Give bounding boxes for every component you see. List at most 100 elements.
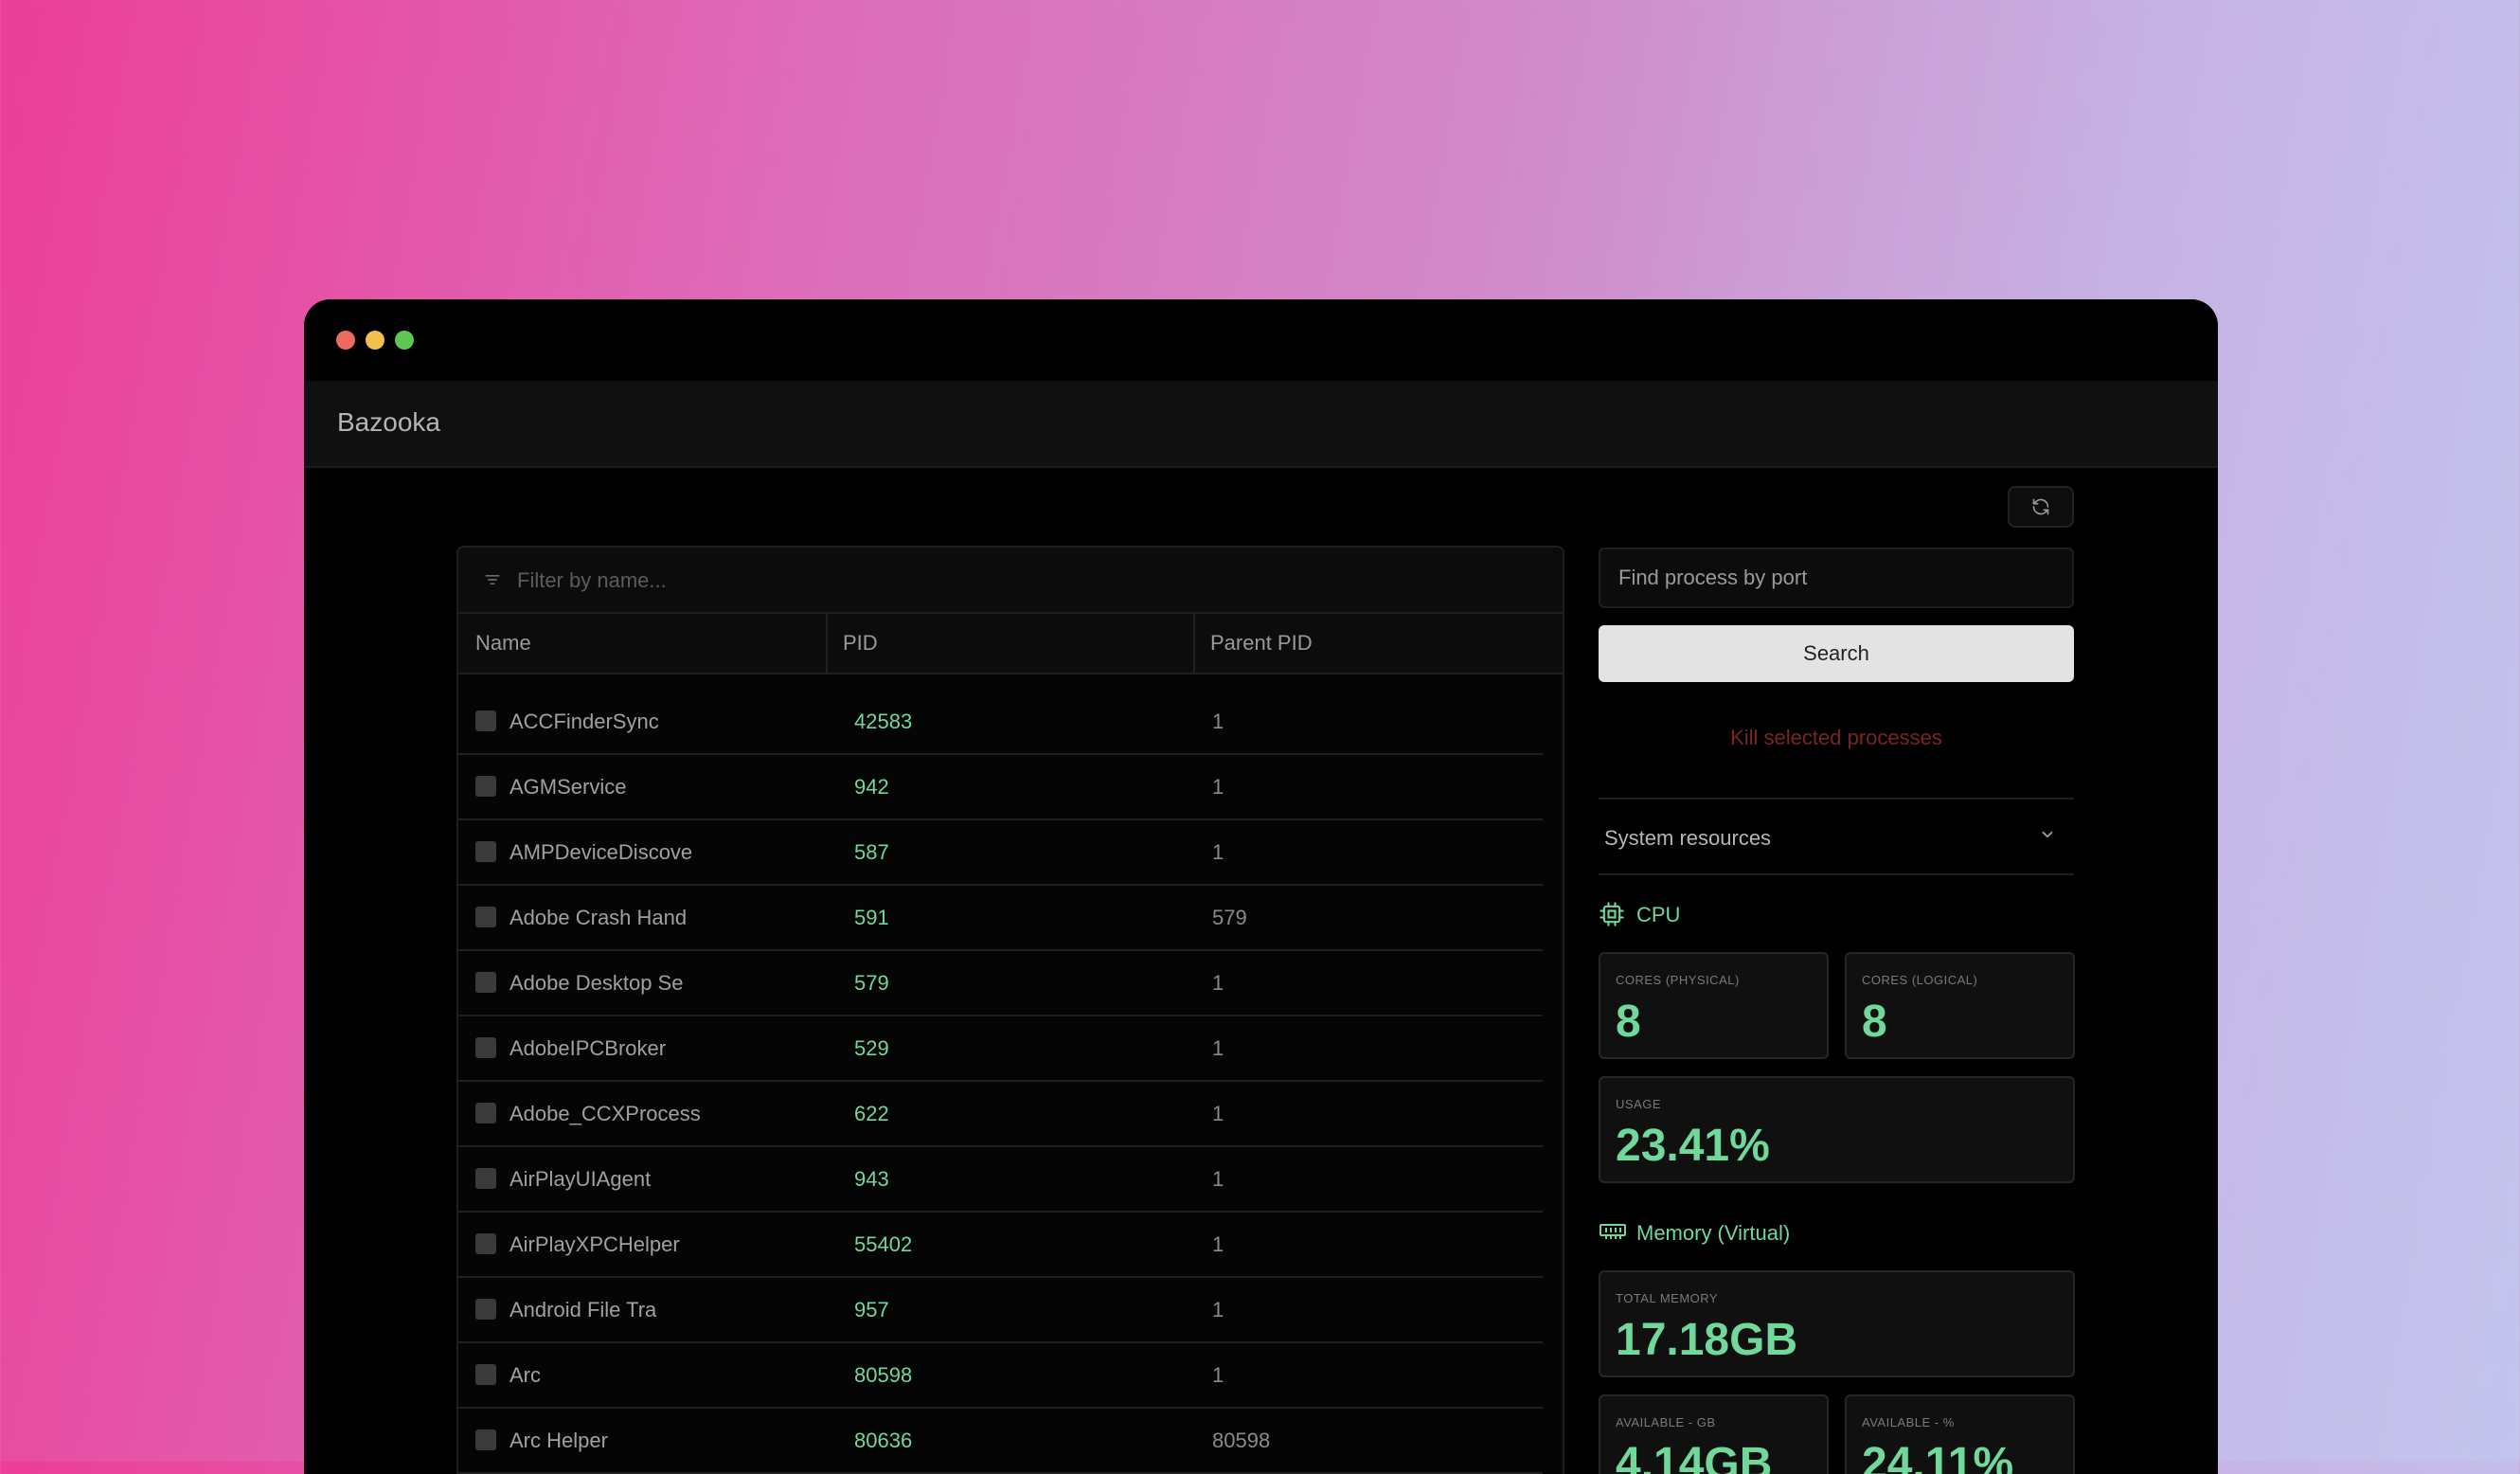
row-checkbox[interactable] [475, 710, 496, 731]
memory-icon [1600, 1224, 1626, 1239]
row-checkbox[interactable] [475, 1233, 496, 1254]
table-body: ACCFinderSync 42583 1 AGMService 942 1 AMPDevi… [458, 690, 1543, 1474]
column-header-pid[interactable]: PID [843, 631, 878, 655]
card-value: 23.41% [1616, 1121, 1770, 1171]
process-name: ACCFinderSync [509, 710, 659, 733]
card-label: AVAILABLE - GB [1616, 1415, 1716, 1429]
row-checkbox[interactable] [475, 1168, 496, 1189]
app-header: Bazooka [304, 381, 2218, 468]
system-resources-toggle[interactable]: System resources [1604, 826, 1772, 850]
process-name: AirPlayXPCHelper [509, 1232, 680, 1256]
process-name: Android File Tra [509, 1298, 657, 1321]
table-row[interactable]: AMPDeviceDiscove 587 1 [458, 820, 1543, 886]
process-pid: 587 [854, 840, 889, 864]
process-parent-pid: 1 [1212, 775, 1224, 799]
cores-physical-card: CORES (PHYSICAL) 8 [1599, 952, 1829, 1059]
card-value: 24.11% [1862, 1439, 2014, 1474]
table-row[interactable]: AGMService 942 1 [458, 755, 1543, 820]
cpu-title: CPU [1636, 903, 1681, 926]
chevron-down-icon[interactable] [2039, 826, 2056, 843]
process-name: AGMService [509, 775, 627, 799]
maximize-window-button[interactable] [395, 331, 414, 350]
process-pid: 622 [854, 1102, 889, 1125]
row-checkbox[interactable] [475, 776, 496, 797]
divider [1599, 798, 2074, 800]
process-pid: 42583 [854, 710, 913, 733]
row-checkbox[interactable] [475, 907, 496, 927]
row-checkbox[interactable] [475, 1037, 496, 1058]
process-parent-pid: 579 [1212, 906, 1247, 929]
process-parent-pid: 1 [1212, 1232, 1224, 1256]
table-row[interactable]: AirPlayXPCHelper 55402 1 [458, 1213, 1543, 1278]
card-value: 4.14GB [1616, 1439, 1773, 1474]
process-pid: 80636 [854, 1429, 913, 1452]
process-name: Adobe_CCXProcess [509, 1102, 701, 1125]
process-name: AMPDeviceDiscove [509, 840, 693, 864]
table-row[interactable]: Android File Tra 957 1 [458, 1278, 1543, 1343]
row-checkbox[interactable] [475, 972, 496, 993]
card-value: 8 [1862, 997, 1887, 1047]
memory-title: Memory (Virtual) [1636, 1221, 1791, 1245]
process-parent-pid: 1 [1212, 1363, 1224, 1387]
process-name: AdobeIPCBroker [509, 1036, 667, 1060]
table-header: Name PID Parent PID [458, 614, 1563, 674]
process-parent-pid: 1 [1212, 1167, 1224, 1191]
process-parent-pid: 1 [1212, 1036, 1224, 1060]
process-parent-pid: 1 [1212, 840, 1224, 864]
process-name: AirPlayUIAgent [509, 1167, 652, 1191]
filter-bar [458, 548, 1563, 614]
process-pid: 80598 [854, 1363, 913, 1387]
row-checkbox[interactable] [475, 1429, 496, 1450]
process-parent-pid: 1 [1212, 971, 1224, 995]
process-table: Name PID Parent PID ACCFinderSync425831A… [456, 546, 1564, 1474]
refresh-icon [2032, 498, 2049, 515]
minimize-window-button[interactable] [366, 331, 384, 350]
cpu-icon [1600, 902, 1624, 926]
table-row[interactable]: Arc Helper 80636 80598 [458, 1409, 1543, 1474]
card-label: TOTAL MEMORY [1616, 1291, 1719, 1305]
column-divider [1193, 614, 1195, 673]
search-button[interactable]: Search [1599, 625, 2074, 682]
card-value: 8 [1616, 997, 1641, 1047]
column-header-name[interactable]: Name [475, 631, 531, 655]
close-window-button[interactable] [336, 331, 355, 350]
available-gb-card: AVAILABLE - GB 4.14GB [1599, 1394, 1829, 1474]
process-name: Arc Helper [509, 1429, 608, 1452]
row-checkbox[interactable] [475, 1103, 496, 1123]
kill-selected-button[interactable]: Kill selected processes [1730, 726, 1942, 749]
total-memory-card: TOTAL MEMORY 17.18GB [1599, 1270, 2075, 1377]
table-row[interactable]: AirPlayUIAgent 943 1 [458, 1147, 1543, 1213]
port-search-input[interactable] [1599, 548, 2074, 608]
table-row[interactable]: Arc 80598 1 [458, 1343, 1543, 1409]
available-percent-card: AVAILABLE - % 24.11% [1845, 1394, 2075, 1474]
process-parent-pid: 1 [1212, 1102, 1224, 1125]
table-row[interactable]: AdobeIPCBroker 529 1 [458, 1016, 1543, 1082]
row-checkbox[interactable] [475, 1364, 496, 1385]
process-name: Adobe Crash Hand [509, 906, 688, 929]
process-name: Adobe Desktop Se [509, 971, 684, 995]
filter-icon [485, 575, 500, 584]
process-name: Arc [509, 1363, 541, 1387]
app-title: Bazooka [337, 407, 440, 437]
card-label: USAGE [1616, 1097, 1662, 1111]
process-pid: 943 [854, 1167, 889, 1191]
table-row[interactable]: ACCFinderSync 42583 1 [458, 690, 1543, 755]
table-row[interactable]: Adobe Crash Hand 591 579 [458, 886, 1543, 951]
row-checkbox[interactable] [475, 841, 496, 862]
refresh-button[interactable] [2008, 486, 2074, 528]
card-label: AVAILABLE - % [1862, 1415, 1955, 1429]
card-value: 17.18GB [1616, 1315, 1798, 1365]
filter-input[interactable] [515, 561, 1466, 601]
process-parent-pid: 80598 [1212, 1429, 1271, 1452]
process-pid: 942 [854, 775, 889, 799]
process-pid: 55402 [854, 1232, 913, 1256]
card-label: CORES (PHYSICAL) [1616, 973, 1740, 987]
process-pid: 529 [854, 1036, 889, 1060]
column-header-parent-pid[interactable]: Parent PID [1210, 631, 1313, 655]
row-checkbox[interactable] [475, 1299, 496, 1320]
app-window: Bazooka Name PID Parent PID ACCFinderSyn… [304, 299, 2218, 1474]
process-parent-pid: 1 [1212, 1298, 1224, 1321]
table-row[interactable]: Adobe Desktop Se 579 1 [458, 951, 1543, 1016]
table-row[interactable]: Adobe_CCXProcess 622 1 [458, 1082, 1543, 1147]
process-parent-pid: 1 [1212, 710, 1224, 733]
